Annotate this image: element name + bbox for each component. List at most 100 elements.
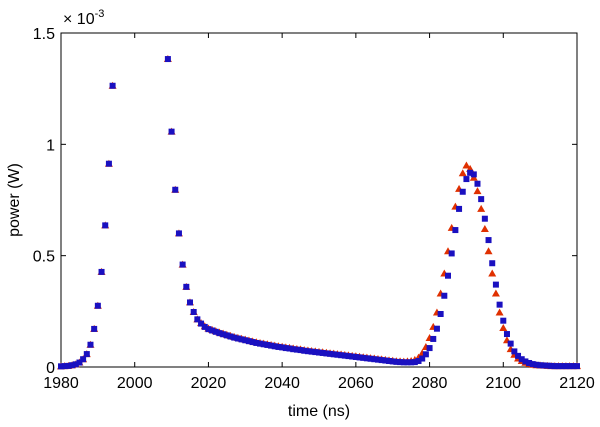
square-point — [264, 341, 271, 348]
square-point — [183, 283, 190, 290]
square-point — [209, 327, 216, 334]
square-point — [360, 354, 367, 361]
square-point — [349, 353, 356, 360]
square-point — [330, 351, 337, 358]
y-tick-label: 0.5 — [33, 249, 55, 266]
square-point — [481, 215, 488, 222]
square-point — [164, 56, 171, 63]
square-point — [518, 356, 525, 363]
square-point — [308, 348, 315, 355]
square-point — [456, 205, 463, 212]
square-point — [489, 260, 496, 267]
x-tick-labels: 1980 2000 2020 2040 2060 2080 2100 2120 — [43, 375, 595, 392]
square-point — [282, 345, 289, 352]
square-point — [415, 357, 422, 364]
x-tick-label: 2100 — [485, 375, 521, 392]
square-point — [507, 340, 514, 347]
x-tick-label: 2020 — [191, 375, 227, 392]
square-point — [205, 326, 212, 333]
square-point — [452, 227, 459, 234]
square-point — [467, 169, 474, 176]
square-point — [201, 323, 208, 330]
square-point — [109, 82, 116, 89]
triangle-point — [473, 187, 482, 195]
x-tick-label: 2060 — [338, 375, 374, 392]
square-point — [441, 292, 448, 299]
triangle-point — [499, 324, 508, 332]
square-point — [179, 261, 186, 268]
square-point — [363, 355, 370, 362]
square-point — [83, 351, 90, 358]
data-marks — [57, 55, 581, 370]
square-point — [312, 349, 319, 356]
triangle-point — [488, 269, 497, 277]
square-point — [80, 356, 87, 363]
square-point — [275, 343, 282, 350]
square-point — [172, 186, 179, 193]
square-point — [522, 358, 529, 365]
square-point — [566, 363, 573, 370]
square-point — [430, 335, 437, 342]
y-tick-label: 0 — [46, 360, 55, 377]
square-point — [382, 357, 389, 364]
square-point — [260, 341, 267, 348]
square-point — [515, 352, 522, 359]
square-point — [533, 361, 540, 368]
square-point — [304, 348, 311, 355]
square-point — [400, 359, 407, 366]
square-point — [356, 354, 363, 361]
square-point — [470, 171, 477, 178]
square-point — [367, 355, 374, 362]
square-point — [386, 357, 393, 364]
y-tick-label: 1.5 — [33, 26, 55, 43]
square-point — [223, 332, 230, 339]
square-point — [492, 281, 499, 288]
x-tick-label: 1980 — [43, 375, 79, 392]
square-point — [227, 333, 234, 340]
y-tick-label: 1 — [46, 137, 55, 154]
square-point — [544, 362, 551, 369]
x-axis-label: time (ns) — [288, 403, 350, 420]
square-point — [378, 357, 385, 364]
square-point — [397, 359, 404, 366]
square-point — [411, 359, 418, 366]
square-point — [433, 325, 440, 332]
square-point — [334, 351, 341, 358]
square-point — [76, 359, 83, 366]
square-point — [555, 363, 562, 370]
square-point — [220, 331, 227, 338]
square-point — [374, 356, 381, 363]
square-point — [537, 362, 544, 369]
square-point — [338, 352, 345, 359]
square-point — [257, 340, 264, 347]
square-point — [98, 268, 105, 275]
square-point — [559, 363, 566, 370]
square-point — [445, 272, 451, 279]
square-point — [426, 345, 433, 352]
square-point — [503, 331, 510, 338]
square-point — [448, 250, 455, 257]
y-multiplier: × 10-3 — [63, 8, 104, 28]
square-point — [175, 230, 182, 237]
square-point — [297, 347, 304, 354]
square-point — [245, 338, 252, 345]
square-point — [540, 362, 547, 369]
square-point — [393, 358, 400, 365]
triangle-point — [484, 247, 493, 255]
square-point — [301, 347, 308, 354]
square-point — [341, 352, 348, 359]
square-point — [268, 342, 275, 349]
square-point — [91, 325, 98, 332]
square-point — [570, 363, 577, 370]
triangle-point — [495, 308, 504, 316]
square-point — [238, 336, 245, 343]
square-point — [496, 301, 503, 308]
series-square — [58, 56, 580, 370]
square-point — [72, 361, 79, 368]
square-point — [271, 343, 278, 350]
square-point — [419, 355, 426, 362]
triangle-point — [462, 161, 471, 169]
triangle-point — [491, 289, 500, 297]
square-point — [511, 348, 518, 355]
